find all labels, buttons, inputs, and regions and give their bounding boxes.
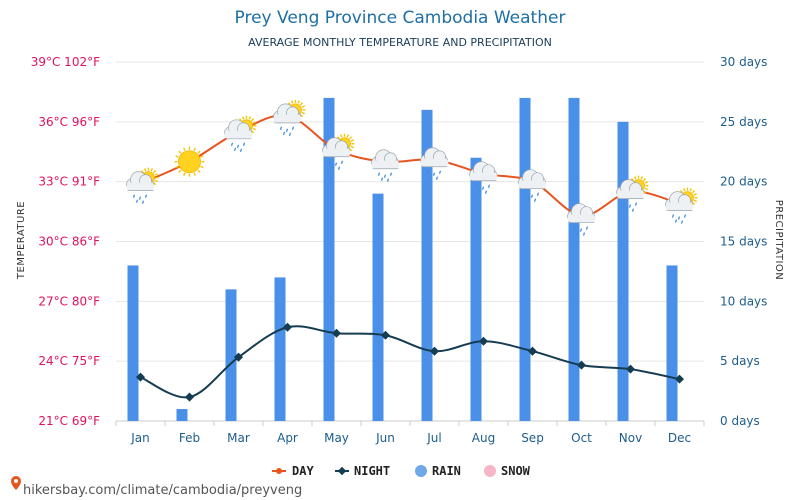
- location-pin-icon: [11, 476, 21, 490]
- night-point[interactable]: [184, 392, 195, 402]
- y-left-tick-label: 27°C 80°F: [38, 294, 100, 308]
- rain-bar[interactable]: [127, 265, 139, 421]
- night-temperature-line: [140, 325, 680, 399]
- y-left-tick-label: 21°C 69°F: [38, 414, 100, 428]
- rain-bar[interactable]: [274, 277, 286, 421]
- rain-bar[interactable]: [568, 97, 580, 422]
- legend-label: DAY: [292, 464, 314, 478]
- night-point[interactable]: [576, 360, 587, 370]
- cloud-rain-icon: [371, 149, 400, 182]
- y-axis-right: 30 days 25 days 20 days 15 days 10 days 5 day…: [720, 55, 767, 428]
- night-point[interactable]: [135, 372, 146, 382]
- cloud-rain-icon: [567, 203, 596, 236]
- y-right-tick-label: 30 days: [720, 55, 767, 69]
- rain-bar[interactable]: [372, 193, 384, 421]
- rain-bar[interactable]: [470, 157, 482, 421]
- x-tick-label: Aug: [472, 431, 495, 445]
- y-right-tick-label: 25 days: [720, 115, 767, 129]
- partly-cloudy-rain-icon: [126, 167, 159, 204]
- x-tick-label: Oct: [571, 431, 592, 445]
- weather-icons: [126, 99, 698, 236]
- y-left-tick-label: 39°C 102°F: [31, 55, 100, 69]
- y-axis-right-title: PRECIPITATION: [773, 200, 784, 281]
- rain-bars: [127, 97, 678, 422]
- partly-cloudy-rain-icon: [616, 175, 649, 212]
- rain-bar[interactable]: [666, 265, 678, 421]
- y-left-tick-label: 36°C 96°F: [38, 115, 100, 129]
- x-tick-label: Apr: [277, 431, 298, 445]
- day-temperature-line: [140, 114, 680, 217]
- legend-label: RAIN: [432, 464, 461, 478]
- night-point[interactable]: [233, 352, 244, 362]
- chart-subtitle: AVERAGE MONTHLY TEMPERATURE AND PRECIPIT…: [248, 36, 552, 49]
- x-tick-label: Feb: [179, 431, 200, 445]
- y-axis-left: 39°C 102°F 36°C 96°F 33°C 91°F 30°C 86°F 27°…: [31, 55, 100, 428]
- y-right-tick-label: 10 days: [720, 294, 767, 308]
- rain-bar[interactable]: [176, 409, 188, 421]
- night-point[interactable]: [625, 364, 636, 374]
- x-axis: Jan Feb Mar Apr May Jun Jul Aug Sep Oct Nov Dec: [115, 421, 705, 445]
- y-left-tick-label: 33°C 91°F: [38, 175, 100, 189]
- y-axis-left-title: TEMPERATURE: [16, 201, 27, 280]
- y-right-tick-label: 15 days: [720, 235, 767, 249]
- rain-bar[interactable]: [323, 97, 335, 422]
- cloud-rain-icon: [420, 147, 449, 180]
- legend-label: NIGHT: [354, 464, 390, 478]
- partly-cloudy-rain-icon: [322, 133, 355, 170]
- source-link[interactable]: hikersbay.com/climate/cambodia/preyveng: [11, 476, 302, 498]
- y-right-tick-label: 20 days: [720, 175, 767, 189]
- legend-item-snow[interactable]: SNOW: [484, 464, 531, 478]
- partly-cloudy-rain-icon: [224, 115, 257, 153]
- rain-bar[interactable]: [225, 289, 237, 421]
- x-tick-label: Sep: [521, 431, 544, 445]
- x-tick-label: Nov: [619, 431, 642, 445]
- legend-item-day[interactable]: DAY: [272, 464, 314, 478]
- sun-icon: [174, 146, 205, 177]
- legend-label: SNOW: [501, 464, 531, 478]
- legend-item-rain[interactable]: RAIN: [415, 464, 461, 478]
- chart-title: Prey Veng Province Cambodia Weather: [235, 8, 566, 28]
- legend[interactable]: DAY NIGHT RAIN SNOW: [272, 464, 531, 478]
- rain-bar[interactable]: [617, 121, 629, 421]
- temperature-lines: [135, 113, 685, 402]
- source-text: hikersbay.com/climate/cambodia/preyveng: [23, 483, 302, 498]
- cloud-rain-icon: [518, 169, 547, 202]
- y-left-tick-label: 24°C 75°F: [38, 354, 100, 368]
- x-tick-label: May: [324, 431, 349, 445]
- y-right-tick-label: 0 days: [720, 414, 760, 428]
- x-tick-label: Mar: [227, 431, 250, 445]
- legend-item-night[interactable]: NIGHT: [335, 464, 390, 478]
- x-tick-label: Jan: [130, 431, 150, 445]
- rain-bar[interactable]: [421, 109, 433, 421]
- y-right-tick-label: 5 days: [720, 354, 760, 368]
- cloud-rain-icon: [469, 161, 498, 194]
- partly-cloudy-rain-icon: [273, 99, 306, 137]
- y-left-tick-label: 30°C 86°F: [38, 235, 100, 249]
- partly-cloudy-rain-icon: [665, 187, 698, 224]
- x-tick-label: Jul: [426, 431, 441, 445]
- x-tick-label: Jun: [375, 431, 395, 445]
- x-tick-label: Dec: [668, 431, 691, 445]
- rain-bar[interactable]: [519, 97, 531, 422]
